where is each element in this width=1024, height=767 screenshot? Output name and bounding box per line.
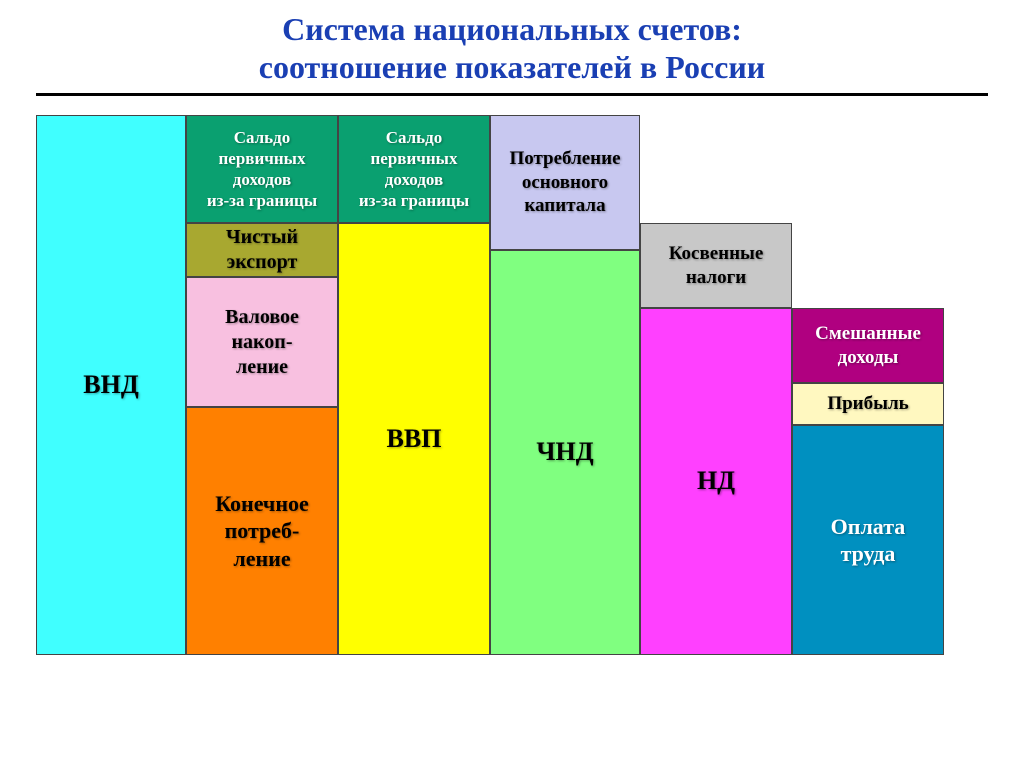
sna-diagram: ВНД Сальдо первичных доходов из-за границ… [36, 115, 988, 655]
cell-vvp: ВВП [338, 223, 490, 655]
cell-label-valovoe-nakoplenie: Валовое накоп- ление [225, 305, 299, 380]
cell-label-chnd: ЧНД [536, 436, 593, 469]
title-underline [36, 93, 988, 96]
cell-potreblenie-kapitala: Потребление основного капитала [490, 115, 640, 250]
cell-label-oplata-truda: Оплата труда [831, 513, 906, 568]
cell-vnd: ВНД [36, 115, 186, 655]
title-line-2: соотношение показателей в России [0, 48, 1024, 86]
cell-label-smeshannye-dohody: Смешанные доходы [815, 322, 921, 370]
cell-chistyy-export: Чистый экспорт [186, 223, 338, 277]
cell-label-pribyl: Прибыль [827, 392, 908, 416]
page-title: Система национальных счетов: соотношение… [0, 0, 1024, 87]
cell-oplata-truda: Оплата труда [792, 425, 944, 655]
cell-smeshannye-dohody: Смешанные доходы [792, 308, 944, 383]
cell-label-nd: НД [697, 465, 735, 498]
cell-label-vnd: ВНД [83, 369, 138, 402]
cell-konechnoe-potreblenie: Конечное потреб- ление [186, 407, 338, 655]
cell-saldo1: Сальдо первичных доходов из-за границы [186, 115, 338, 223]
cell-kosvennye-nalogi: Косвенные налоги [640, 223, 792, 308]
cell-label-potreblenie-kapitala: Потребление основного капитала [509, 147, 620, 218]
cell-label-chistyy-export: Чистый экспорт [226, 225, 298, 275]
cell-label-saldo2: Сальдо первичных доходов из-за границы [359, 127, 469, 212]
cell-label-kosvennye-nalogi: Косвенные налоги [669, 242, 764, 290]
title-line-1: Система национальных счетов: [0, 10, 1024, 48]
cell-label-vvp: ВВП [387, 423, 442, 456]
cell-pribyl: Прибыль [792, 383, 944, 425]
cell-valovoe-nakoplenie: Валовое накоп- ление [186, 277, 338, 407]
cell-label-konechnoe-potreblenie: Конечное потреб- ление [215, 490, 309, 573]
cell-label-saldo1: Сальдо первичных доходов из-за границы [207, 127, 317, 212]
cell-nd: НД [640, 308, 792, 655]
cell-chnd: ЧНД [490, 250, 640, 655]
cell-saldo2: Сальдо первичных доходов из-за границы [338, 115, 490, 223]
